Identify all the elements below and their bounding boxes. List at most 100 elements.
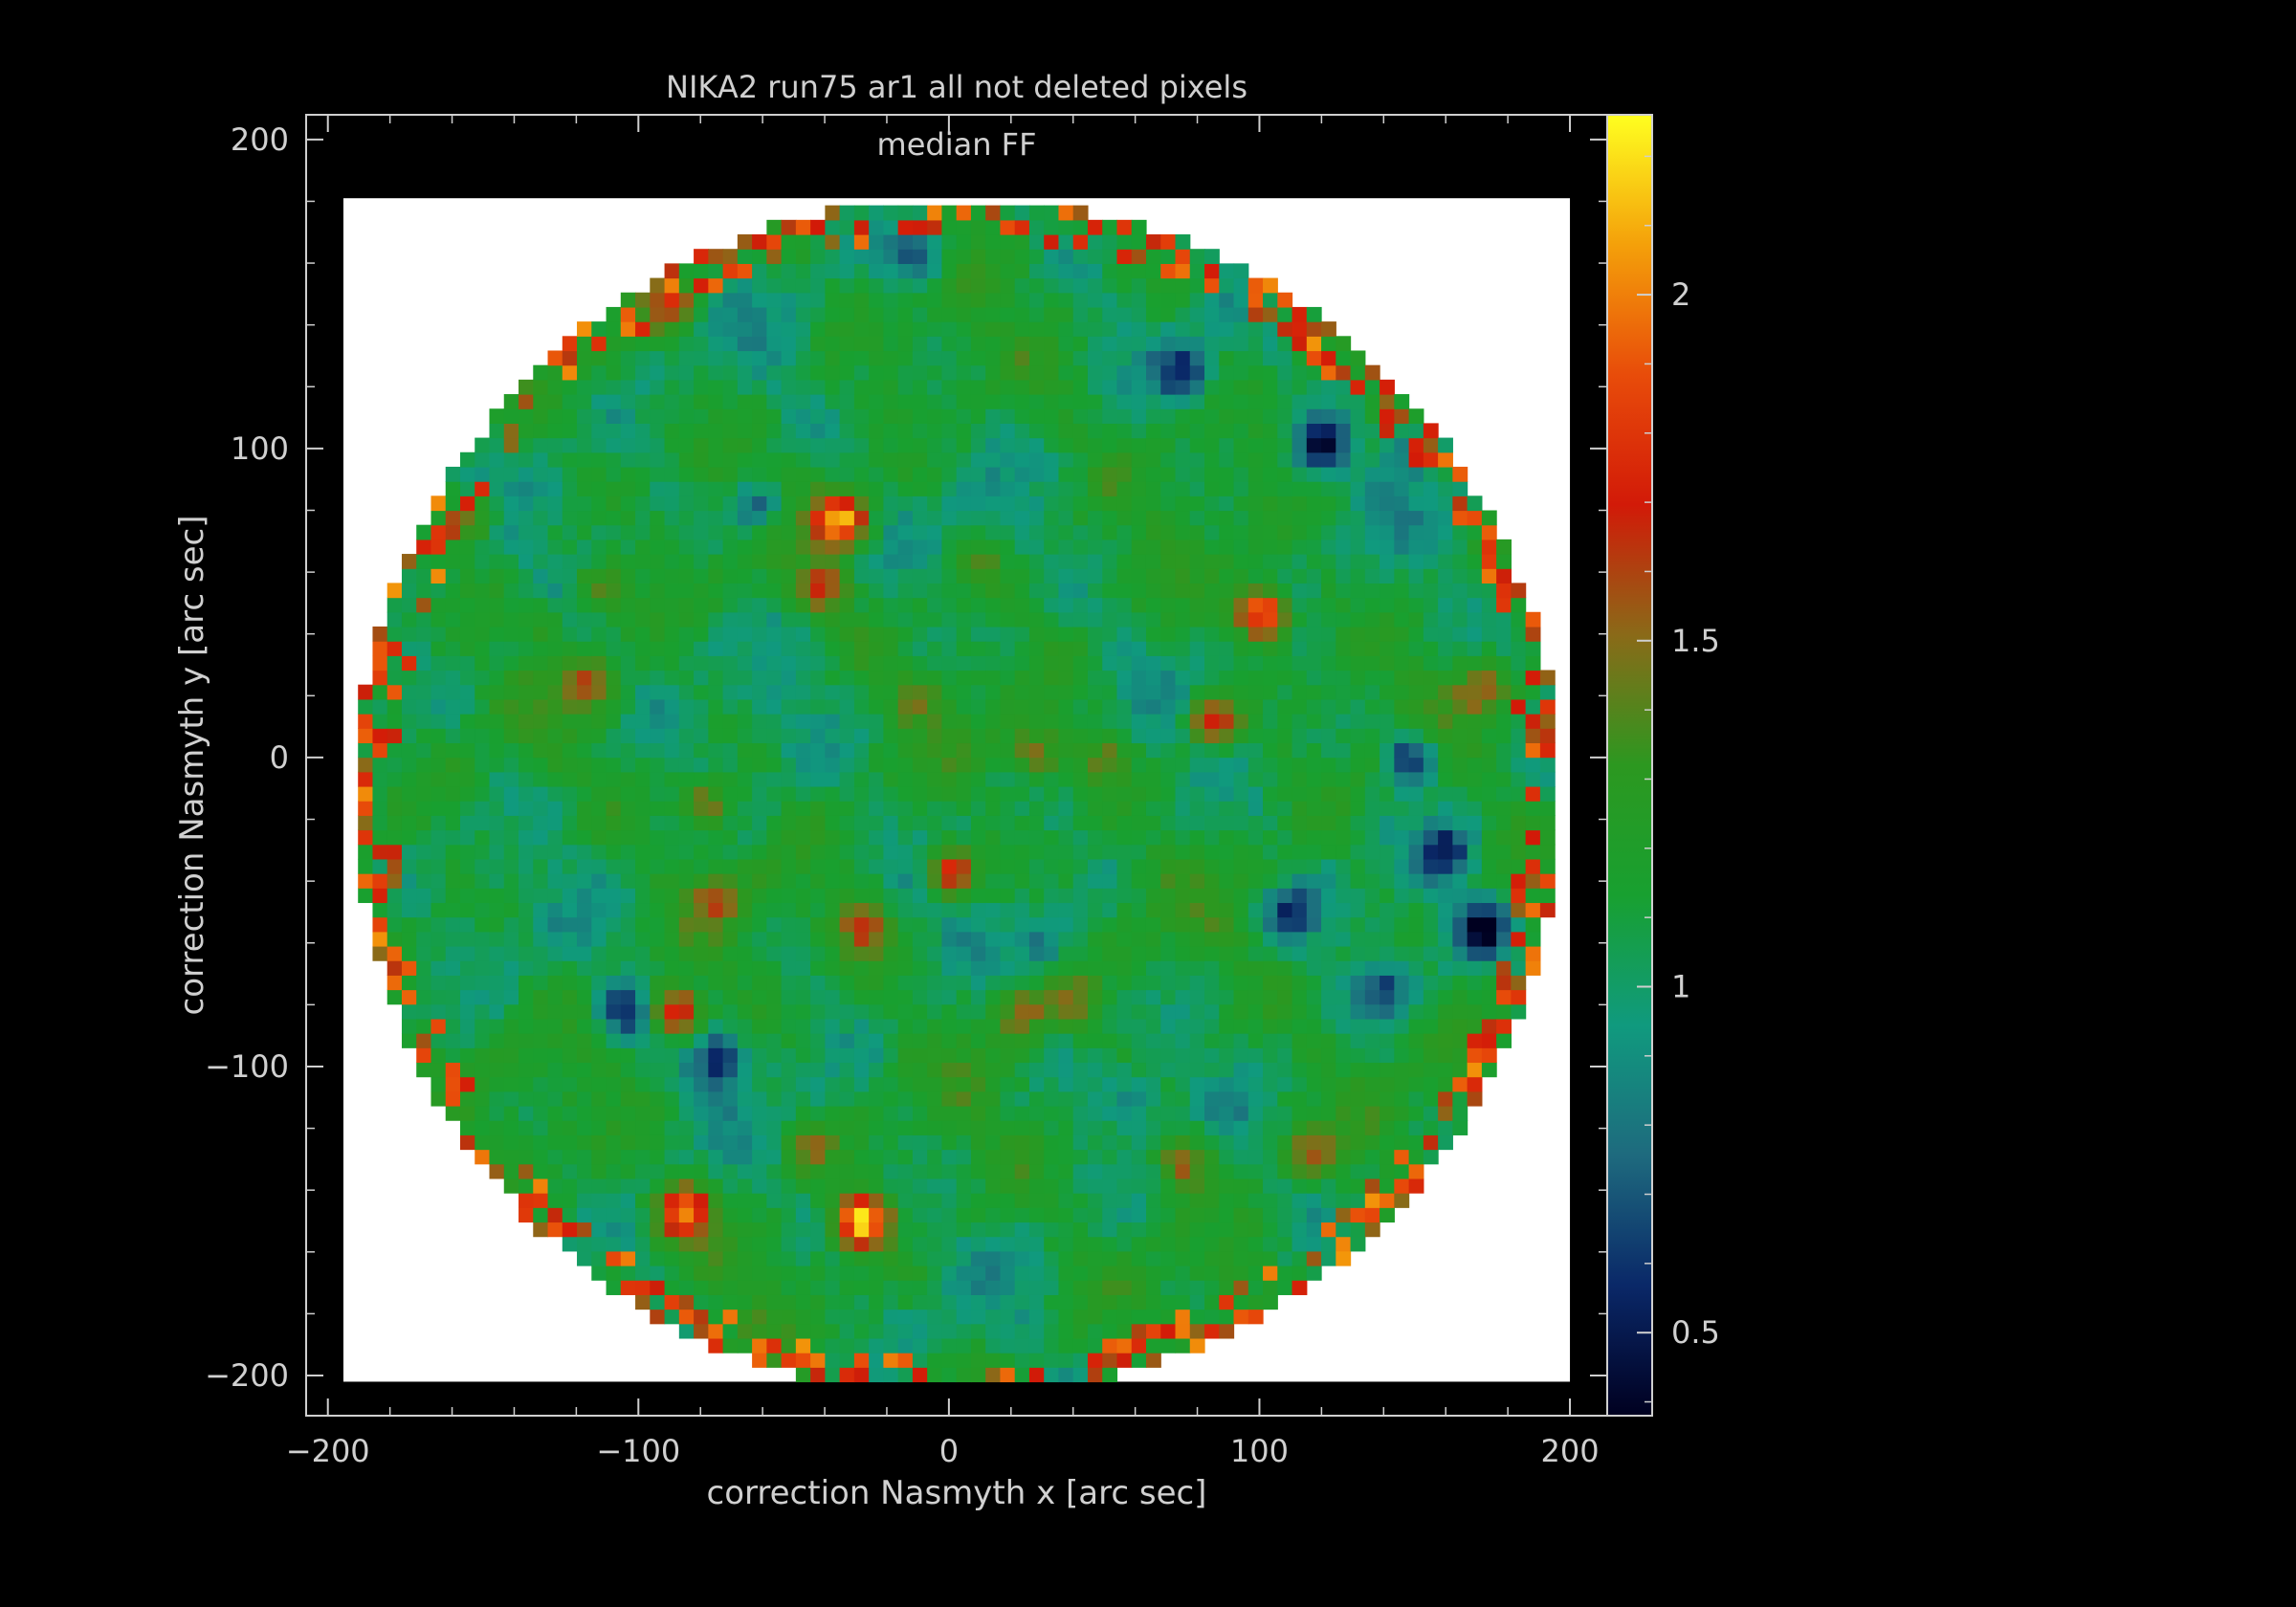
heatmap-cell (1219, 858, 1235, 874)
heatmap-cell (737, 234, 753, 250)
heatmap-cell (562, 858, 578, 874)
heatmap-cell (781, 539, 797, 555)
heatmap-cell (1044, 583, 1060, 599)
heatmap-cell (941, 1353, 958, 1368)
heatmap-cell (1380, 757, 1395, 773)
heatmap-cell (519, 568, 534, 584)
heatmap-cell (591, 1134, 607, 1151)
heatmap-cell (869, 931, 884, 947)
heatmap-cell (912, 583, 928, 599)
heatmap-cell (1292, 510, 1308, 526)
heatmap-cell (1175, 670, 1191, 686)
heatmap-cell (941, 277, 958, 294)
heatmap-cell (1044, 263, 1060, 279)
heatmap-cell (1292, 698, 1308, 715)
heatmap-cell (810, 394, 826, 409)
heatmap-cell (1263, 742, 1278, 759)
heatmap-cell (503, 394, 519, 409)
heatmap-cell (1160, 989, 1177, 1005)
heatmap-cell (1014, 306, 1030, 322)
heatmap-cell (1306, 785, 1322, 802)
heatmap-cell (1102, 1178, 1118, 1194)
heatmap-cell (1277, 1120, 1293, 1135)
heatmap-cell (956, 510, 972, 526)
heatmap-cell (547, 1207, 563, 1223)
heatmap-cell (883, 902, 899, 918)
heatmap-cell (1087, 568, 1103, 584)
heatmap-cell (503, 481, 519, 496)
heatmap-cell (722, 1149, 739, 1165)
heatmap-cell (1116, 626, 1133, 642)
heatmap-cell (1394, 451, 1410, 468)
heatmap-cell (839, 1207, 855, 1223)
heatmap-cell (1131, 510, 1147, 526)
heatmap-cell (459, 771, 475, 787)
heatmap-cell (956, 684, 972, 700)
heatmap-cell (1116, 1134, 1133, 1151)
heatmap-cell (1277, 1047, 1293, 1064)
heatmap-cell (519, 670, 534, 686)
heatmap-cell (869, 611, 884, 627)
heatmap-cell (519, 379, 534, 395)
heatmap-cell (547, 902, 563, 918)
heatmap-cell (1072, 1207, 1089, 1223)
heatmap-cell (781, 1236, 797, 1252)
heatmap-cell (577, 1222, 592, 1238)
heatmap-cell (927, 408, 943, 424)
heatmap-cell (1087, 1337, 1103, 1354)
heatmap-cell (620, 350, 636, 366)
heatmap-cell (459, 757, 475, 773)
heatmap-cell (1277, 1149, 1293, 1165)
heatmap-cell (650, 1090, 666, 1107)
heatmap-cell (547, 801, 563, 816)
heatmap-cell (1044, 437, 1060, 453)
heatmap-cell (853, 466, 870, 482)
heatmap-cell (635, 1163, 651, 1179)
heatmap-cell (970, 1207, 986, 1223)
heatmap-cell (372, 931, 388, 947)
heatmap-cell (1000, 234, 1016, 250)
heatmap-cell (1350, 858, 1366, 874)
heatmap-cell (503, 916, 519, 933)
heatmap-cell (1160, 815, 1177, 831)
heatmap-cell (810, 1250, 826, 1266)
heatmap-cell (853, 364, 870, 381)
heatmap-cell (1336, 626, 1352, 642)
heatmap-cell (489, 902, 505, 918)
heatmap-cell (897, 539, 914, 555)
heatmap-cell (853, 597, 870, 613)
heatmap-cell (650, 945, 666, 961)
heatmap-cell (897, 1309, 914, 1325)
heatmap-cell (1028, 655, 1045, 671)
heatmap-cell (591, 714, 607, 729)
heatmap-cell (1247, 1309, 1264, 1325)
heatmap-cell (927, 350, 943, 366)
heatmap-cell (386, 714, 403, 729)
heatmap-cell (533, 568, 549, 584)
heatmap-cell (1408, 829, 1424, 846)
heatmap-cell (562, 350, 578, 366)
heatmap-cell (1014, 611, 1030, 627)
heatmap-cell (941, 554, 958, 569)
heatmap-cell (1014, 989, 1030, 1005)
heatmap-cell (737, 451, 753, 468)
heatmap-cell (591, 801, 607, 816)
heatmap-cell (795, 583, 811, 599)
heatmap-cell (737, 321, 753, 337)
heatmap-cell (1160, 626, 1177, 642)
heatmap-cell (1087, 1178, 1103, 1194)
heatmap-cell (869, 554, 884, 569)
heatmap-cell (897, 1033, 914, 1048)
heatmap-cell (606, 495, 622, 512)
heatmap-cell (1116, 975, 1133, 991)
heatmap-cell (825, 1120, 841, 1135)
heatmap-cell (1394, 858, 1410, 874)
heatmap-cell (1306, 336, 1322, 352)
heatmap-cell (1292, 1120, 1308, 1135)
heatmap-cell (941, 495, 958, 512)
heatmap-cell (1131, 728, 1147, 744)
heatmap-cell (722, 1134, 739, 1151)
heatmap-cell (1102, 1076, 1118, 1092)
heatmap-cell (1336, 1076, 1352, 1092)
heatmap-cell (1014, 364, 1030, 381)
